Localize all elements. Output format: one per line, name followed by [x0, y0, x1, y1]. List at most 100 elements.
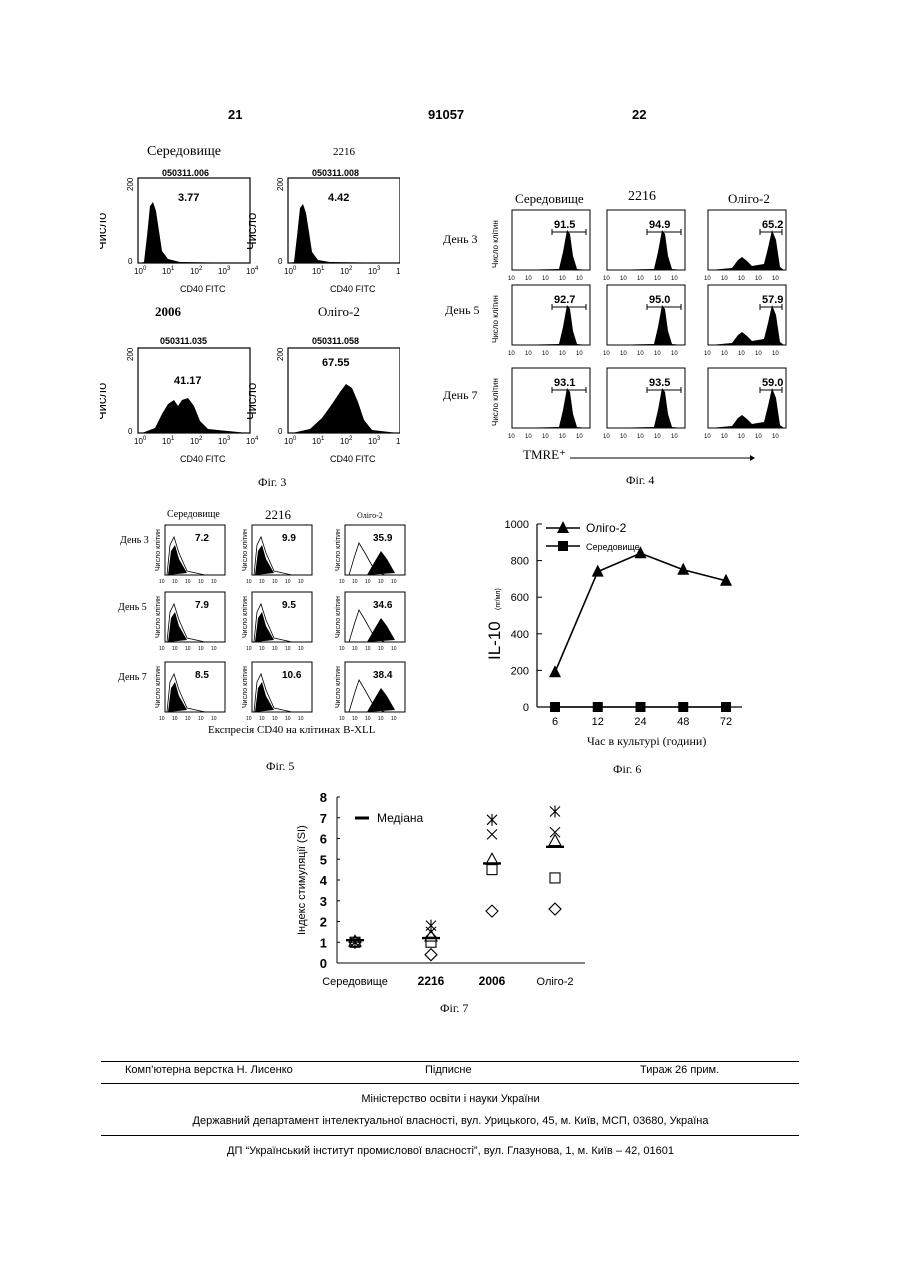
fig4-panel: 94.91010101010 [603, 210, 685, 282]
fig4-xtick: 10 [637, 351, 644, 357]
fig7-ytick-label: 7 [320, 811, 327, 826]
fig6-xtick-label: 48 [677, 716, 689, 728]
fig4-ylabel: Число клітин [491, 295, 500, 343]
fig4-xtick: 10 [525, 351, 532, 357]
fig4-panel: 93.11010101010 [508, 368, 590, 440]
fig3-value: 4.42 [328, 192, 349, 204]
fig4-arrow [570, 453, 755, 463]
fig3-title-2216: 2216 [333, 146, 355, 158]
fig4-panel: 91.51010101010 [508, 210, 590, 282]
fig4-xtick: 10 [620, 276, 627, 282]
fig4-xtick: 10 [704, 276, 711, 282]
fig5-xtick: 10 [285, 716, 291, 722]
fig6-point [593, 702, 603, 712]
fig5-xtick: 10 [378, 579, 384, 585]
fig5-xtick: 10 [352, 646, 358, 652]
fig4-value: 91.5 [554, 219, 575, 231]
fig4-panel: 59.01010101010 [704, 368, 786, 440]
footer-ministry: Міністерство освіти і науки України [0, 1093, 901, 1105]
fig6-ytick-label: 1000 [505, 519, 529, 531]
fig3-xtick-exponent: 0 [143, 266, 147, 272]
fig3-sample-id: 050311.006 [162, 168, 209, 178]
fig4-xtick: 10 [559, 351, 566, 357]
fig4-xtick: 10 [671, 276, 678, 282]
fig7-point [487, 865, 497, 875]
fig4-xtick: 10 [576, 351, 583, 357]
footer-print-run: Тираж 26 прим. [640, 1064, 719, 1076]
fig4-xtick: 10 [559, 434, 566, 440]
fig6-xlabel: Час в культурі (години) [587, 734, 706, 749]
fig5-panel: Число клітин7.91010101010 [154, 592, 225, 652]
fig7-ytick-label: 3 [320, 894, 327, 909]
fig3-sample-id: 050311.008 [312, 168, 359, 178]
fig3-ylabel: Число [244, 383, 259, 420]
fig3-xtick: 10 [396, 437, 400, 446]
fig7-point [486, 905, 498, 917]
fig4-value: 94.9 [649, 219, 670, 231]
figure-6: 02004006008001000612244872IL-10(пг/мл)Ол… [480, 510, 780, 780]
fig5-histograms: Число клітин7.21010101010Число клітин9.9… [110, 505, 420, 725]
fig6-yunit: (пг/мл) [495, 588, 502, 610]
fig5-panel: Число клітин10.61010101010 [241, 662, 312, 722]
fig5-value: 10.6 [282, 670, 302, 681]
fig5-panel: Число клітин9.51010101010 [241, 592, 312, 652]
fig6-ytick-label: 800 [511, 556, 529, 568]
fig4-value: 59.0 [762, 377, 783, 389]
fig5-panel: Число клітин35.91010101010 [334, 525, 405, 585]
fig3-xtick-exponent: 2 [349, 266, 353, 272]
fig4-xtick: 10 [721, 434, 728, 440]
fig3-xtick-exponent: 0 [293, 266, 297, 272]
fig4-xtick: 10 [721, 276, 728, 282]
fig3-value: 67.55 [322, 357, 350, 369]
fig3-xlabel: CD40 FITC [180, 454, 226, 464]
fig7-legend-label: Медіана [377, 811, 424, 825]
fig4-value: 93.1 [554, 377, 575, 389]
fig4-xtick: 10 [654, 434, 661, 440]
fig4-xtick: 10 [542, 351, 549, 357]
fig5-xtick: 10 [246, 646, 252, 652]
fig5-value: 8.5 [195, 670, 209, 681]
fig5-ylabel: Число клітин [334, 666, 342, 708]
fig3-ytick: 0 [278, 257, 283, 266]
fig5-xtick: 10 [211, 716, 217, 722]
fig6-ytick-label: 600 [511, 592, 529, 604]
fig4-xtick: 10 [637, 434, 644, 440]
fig3-xtick-exponent: 0 [293, 436, 297, 442]
fig5-xtick: 10 [259, 579, 265, 585]
footer-layout: Комп’ютерна верстка Н. Лисенко [125, 1064, 293, 1076]
fig7-ytick-label: 4 [320, 873, 328, 888]
fig4-xtick: 10 [704, 351, 711, 357]
fig3-ytick: 200 [276, 177, 285, 191]
fig6-ytick-label: 200 [511, 665, 529, 677]
fig3-panel-3: Число 0 200 050311.035 41.17 CD40 FITC [100, 336, 250, 464]
fig4-xtick: 10 [559, 276, 566, 282]
fig5-value: 35.9 [373, 533, 393, 544]
fig5-value: 7.2 [195, 533, 209, 544]
fig4-histograms: Число клітин 91.5 10 10 10 10 10 94.9 10 10 10 10 10… [440, 185, 800, 445]
fig7-point [549, 903, 561, 915]
fig5-xtick: 10 [159, 716, 165, 722]
fig5-xtick: 10 [391, 646, 397, 652]
fig6-legend-label: Середовище [586, 542, 640, 552]
fig4-xtick: 10 [542, 434, 549, 440]
fig3-xtick-exponent: 1 [321, 436, 325, 442]
fig5-xtick: 10 [298, 646, 304, 652]
fig5-xtick: 10 [391, 579, 397, 585]
fig4-xtick: 10 [738, 276, 745, 282]
fig4-xtick: 10 [755, 276, 762, 282]
fig5-panel: Число клітин8.51010101010 [154, 662, 225, 722]
fig7-category-label: 2216 [418, 974, 445, 988]
footer-rule-bottom [101, 1135, 799, 1136]
fig4-xtick: 10 [738, 434, 745, 440]
fig4-value: 92.7 [554, 294, 575, 306]
fig5-value: 9.5 [282, 600, 296, 611]
fig5-ylabel: Число клітин [154, 596, 162, 638]
fig4-value: 65.2 [762, 219, 783, 231]
fig5-xlabel: Експресія CD40 на клітинах В-XLL [208, 724, 376, 736]
fig5-ylabel: Число клітин [154, 666, 162, 708]
figure-7: 012345678Індекс стимуляції (SI)Середовищ… [285, 785, 605, 1020]
fig7-category-label: 2006 [479, 974, 506, 988]
fig6-xtick-label: 24 [634, 716, 646, 728]
fig5-value: 38.4 [373, 670, 393, 681]
fig6-series-line [555, 553, 726, 672]
